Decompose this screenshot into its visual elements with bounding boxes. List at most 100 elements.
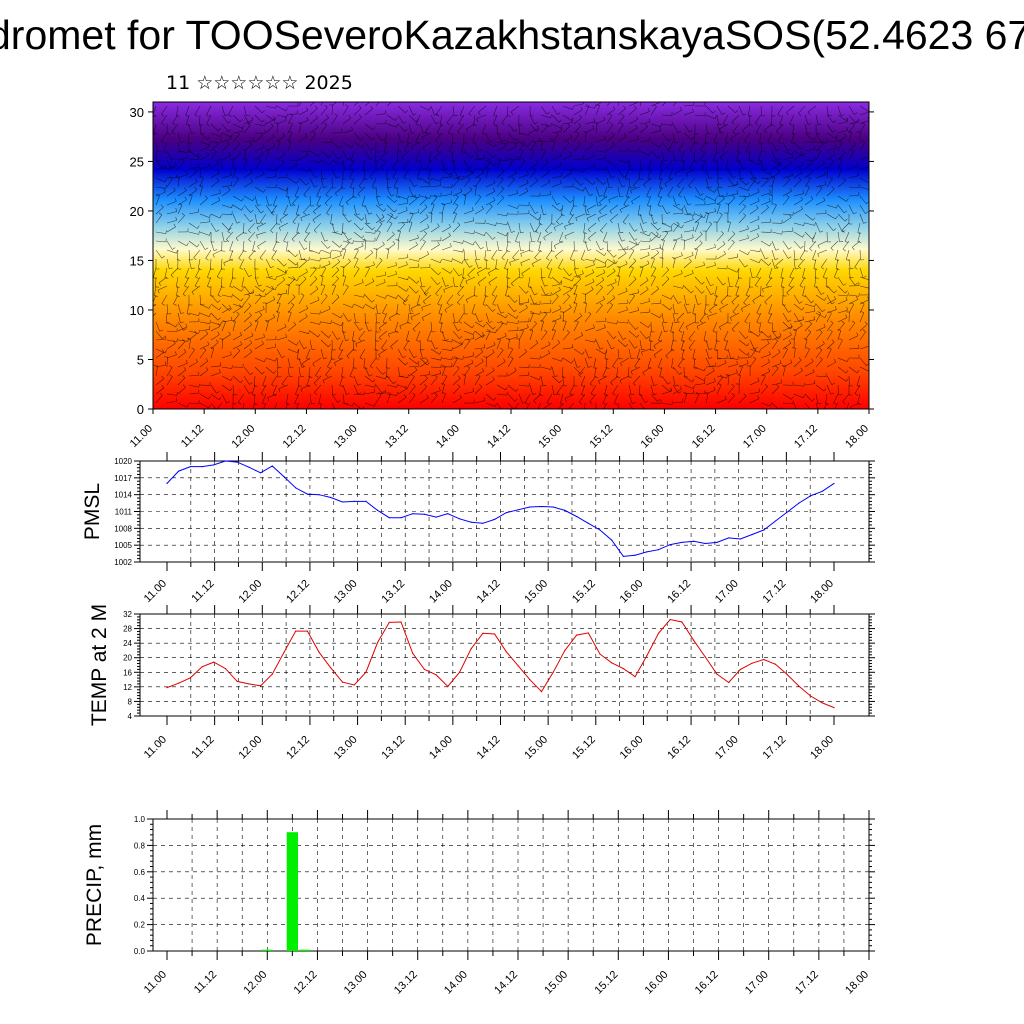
wind-barb xyxy=(430,377,438,386)
wind-barb xyxy=(313,222,322,231)
wind-barb-flag xyxy=(833,120,837,123)
pmsl-point xyxy=(657,549,660,551)
wind-barb-flag xyxy=(608,113,612,116)
wind-barb-flag xyxy=(619,195,624,198)
wind-barb-flag xyxy=(521,158,526,162)
wind-barb xyxy=(712,150,718,161)
wind-barb-flag xyxy=(472,352,475,356)
wind-barb-flag xyxy=(428,178,432,180)
wind-barb-flag xyxy=(209,141,211,146)
wind-barb xyxy=(859,204,866,214)
wind-barb-flag xyxy=(275,167,277,172)
wind-barb-flag xyxy=(699,213,703,217)
wind-barb xyxy=(705,370,715,377)
wind-barb xyxy=(639,159,641,170)
wind-barb-flag xyxy=(491,294,496,297)
wind-barb-flag xyxy=(688,338,692,342)
wind-barb xyxy=(518,285,526,294)
wind-barb xyxy=(727,242,735,251)
wind-barb xyxy=(153,132,157,135)
wind-barb xyxy=(331,393,338,403)
wind-barb xyxy=(716,114,719,125)
temp-y-tick-label: 24 xyxy=(123,639,132,648)
wind-barb xyxy=(595,321,606,323)
wind-barb-flag xyxy=(470,155,474,159)
wind-barb xyxy=(392,168,399,178)
wind-barb-flag xyxy=(799,258,804,261)
wind-barb xyxy=(408,376,415,386)
wind-barb xyxy=(253,375,256,386)
wind-barb xyxy=(529,162,539,170)
wind-barb-flag xyxy=(575,320,579,323)
wind-barb xyxy=(309,321,320,325)
wind-barb xyxy=(383,141,388,152)
wind-barb-flag xyxy=(165,230,167,234)
pmsl-x-tick-label: 17.12 xyxy=(761,578,789,606)
wind-barb-flag xyxy=(759,248,761,252)
wind-barb xyxy=(188,240,198,248)
wind-barb-flag xyxy=(534,293,538,296)
wind-barb xyxy=(825,393,828,404)
wind-barb xyxy=(177,339,188,342)
pmsl-point xyxy=(739,538,741,540)
wind-barb-flag xyxy=(545,123,549,127)
wind-barb xyxy=(349,168,355,179)
wind-barb-flag xyxy=(319,250,321,254)
wind-barb xyxy=(617,309,628,314)
wind-barb-flag xyxy=(764,301,768,305)
wind-barb-flag xyxy=(217,169,220,173)
wind-barb xyxy=(793,240,801,249)
wind-barb xyxy=(353,141,363,149)
wind-barb-flag xyxy=(743,213,747,216)
wind-barb-flag xyxy=(707,316,710,320)
temp-point xyxy=(353,684,355,686)
wind-barb-flag xyxy=(173,340,176,344)
wind-barb-flag xyxy=(220,133,222,137)
wind-barb xyxy=(276,186,287,192)
wind-barb-flag xyxy=(258,284,263,287)
temp-point xyxy=(482,632,484,634)
wind-barb xyxy=(617,330,624,340)
wind-barb-flag xyxy=(312,131,316,134)
wind-barb xyxy=(826,178,833,188)
wind-barb xyxy=(856,375,861,386)
wind-barb-flag xyxy=(802,295,807,297)
wind-barb-flag xyxy=(594,338,596,343)
wind-barb xyxy=(637,204,641,215)
wind-barb xyxy=(705,177,709,188)
wind-barb xyxy=(793,222,804,226)
wind-barb xyxy=(551,105,558,115)
wind-barb-flag xyxy=(742,130,745,134)
wind-barb xyxy=(496,132,503,142)
wind-barb xyxy=(859,324,868,332)
wind-barb-flag xyxy=(330,320,332,324)
wind-barb-flag xyxy=(565,140,569,144)
wind-barb-flag xyxy=(814,221,816,226)
wind-barb-flag xyxy=(373,261,375,266)
wind-barb-flag xyxy=(248,303,252,307)
wind-barb-flag xyxy=(569,170,573,174)
wind-barb xyxy=(331,402,336,409)
wind-barb-flag xyxy=(546,258,550,261)
wind-barb-flag xyxy=(436,132,441,135)
wind-barb-flag xyxy=(396,383,398,388)
wind-barb-flag xyxy=(345,202,349,206)
wind-barb-flag xyxy=(807,329,812,333)
wind-barb xyxy=(397,366,401,377)
wind-barb xyxy=(408,198,417,206)
wind-barb xyxy=(837,299,848,305)
wind-barb-flag xyxy=(578,276,582,279)
wind-barb xyxy=(705,223,712,233)
wind-barb xyxy=(441,168,451,176)
temp-point xyxy=(412,652,414,654)
wind-barb xyxy=(793,402,797,409)
wind-barb xyxy=(353,321,360,331)
wind-barb-flag xyxy=(694,248,698,250)
wind-barb xyxy=(254,357,265,363)
wind-barb-flag xyxy=(412,392,416,396)
wind-barb xyxy=(683,294,687,305)
wind-barb-flag xyxy=(820,141,824,145)
wind-barb xyxy=(562,332,570,341)
wind-barb xyxy=(639,122,650,125)
wind-barb xyxy=(540,204,544,215)
